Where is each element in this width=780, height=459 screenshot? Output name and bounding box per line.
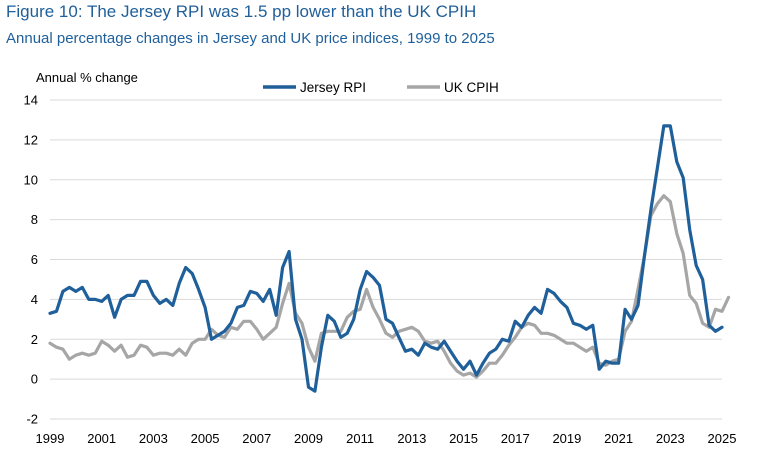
x-tick-label: 2011 xyxy=(346,431,374,446)
y-tick-labels: -2 0 2 4 6 8 10 12 14 xyxy=(24,93,38,427)
y-axis-label: Annual % change xyxy=(36,70,138,85)
x-tick-label: 2009 xyxy=(294,431,323,446)
x-tick-label: 2019 xyxy=(552,431,581,446)
y-tick-label: 2 xyxy=(31,332,38,347)
x-tick-label: 2005 xyxy=(191,431,220,446)
gridlines xyxy=(50,99,722,420)
chart-title: Figure 10: The Jersey RPI was 1.5 pp low… xyxy=(6,2,477,21)
x-tick-label: 2003 xyxy=(139,431,168,446)
series-line-jersey-rpi xyxy=(48,124,724,393)
x-tick-label: 2001 xyxy=(87,431,116,446)
x-tick-label: 2015 xyxy=(449,431,478,446)
y-tick-label: 0 xyxy=(31,372,38,387)
y-tick-label: 10 xyxy=(24,172,38,187)
y-tick-label: 12 xyxy=(24,132,38,147)
y-tick-label: 14 xyxy=(24,93,38,108)
series-lines xyxy=(48,124,731,393)
x-tick-label: 2021 xyxy=(604,431,633,446)
legend: Jersey RPI UK CPIH xyxy=(263,80,499,95)
x-tick-label: 1999 xyxy=(36,431,65,446)
legend-label: UK CPIH xyxy=(444,80,499,95)
x-tick-label: 2025 xyxy=(708,431,737,446)
x-tick-label: 2023 xyxy=(656,431,685,446)
chart-subtitle: Annual percentage changes in Jersey and … xyxy=(6,30,495,47)
x-tick-label: 2007 xyxy=(242,431,271,446)
series-line-uk-cpih xyxy=(48,194,731,379)
y-tick-label: 4 xyxy=(31,292,38,307)
x-tick-labels: 1999 2001 2003 2005 2007 2009 2011 2013 2015 2017… xyxy=(36,431,737,446)
y-tick-label: 6 xyxy=(31,252,38,267)
y-tick-label: 8 xyxy=(31,212,38,227)
x-tick-label: 2013 xyxy=(397,431,426,446)
x-tick-label: 2017 xyxy=(501,431,530,446)
legend-label: Jersey RPI xyxy=(300,80,366,95)
y-tick-label: -2 xyxy=(26,412,38,427)
